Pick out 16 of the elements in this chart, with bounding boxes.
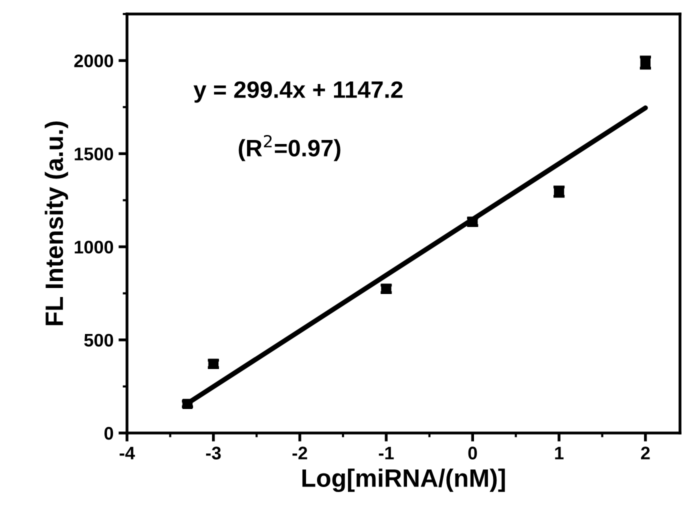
y-tick-label: 1000	[74, 240, 114, 254]
x-tick-label: 0	[468, 446, 477, 460]
y-tick-label: 2000	[74, 54, 114, 68]
x-tick-label: -4	[120, 446, 135, 460]
x-axis-title: Log[miRNA/(nM)]	[302, 468, 505, 492]
annotation: y = 299.4x + 1147.2	[194, 81, 402, 103]
y-tick-label: 500	[84, 334, 114, 347]
x-tick-label: -1	[378, 446, 394, 460]
y-axis-title: FL Intensity (a.u.)	[44, 121, 68, 326]
x-tick-label: 1	[555, 446, 564, 460]
x-tick-label: -2	[292, 446, 308, 460]
x-tick-label: -3	[206, 446, 221, 460]
annotation: (R$^{2}$=0.97)	[238, 134, 340, 162]
x-tick-label: 2	[641, 446, 650, 460]
y-tick-label: 0	[104, 426, 114, 440]
y-tick-label: 1500	[74, 148, 114, 160]
